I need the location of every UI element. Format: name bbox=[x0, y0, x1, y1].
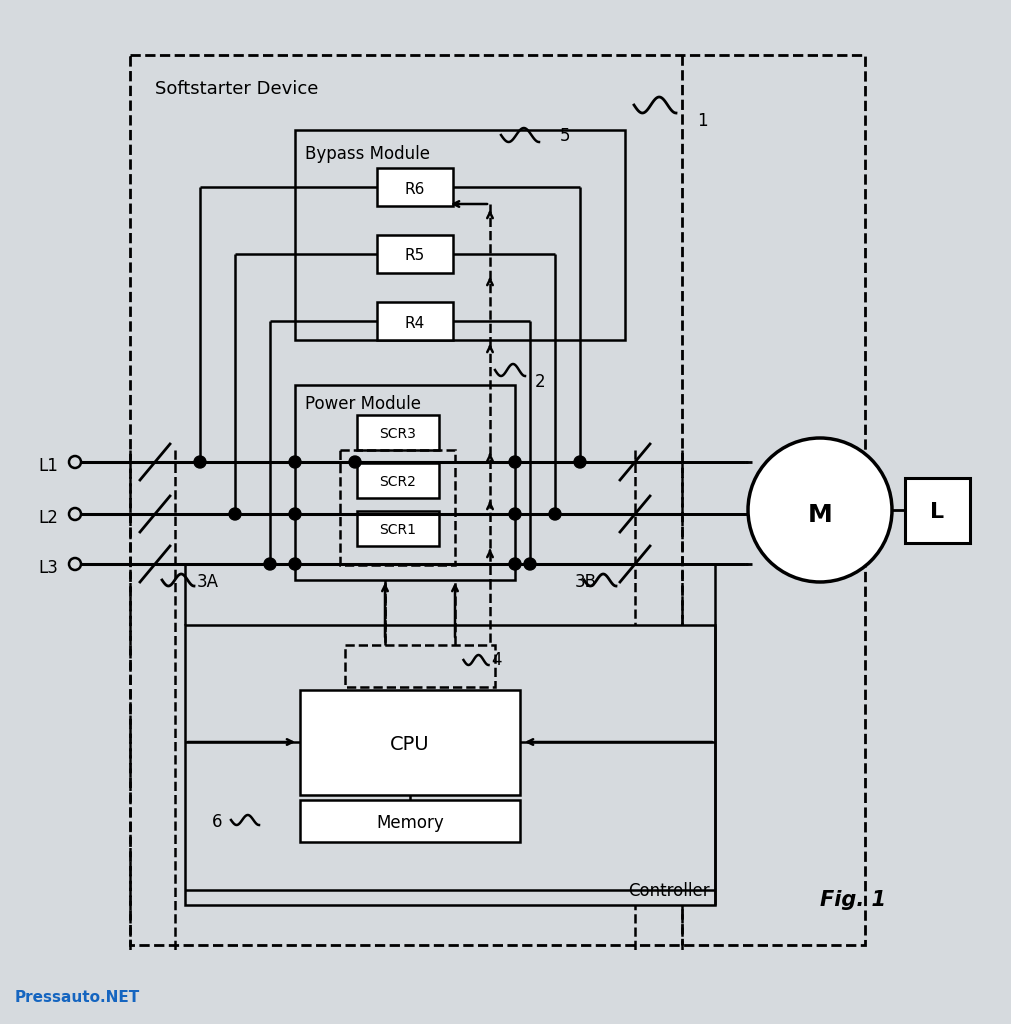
Text: L: L bbox=[929, 503, 943, 522]
Circle shape bbox=[349, 456, 361, 468]
Circle shape bbox=[524, 558, 536, 570]
Bar bbox=[129, 55, 864, 945]
Circle shape bbox=[69, 456, 81, 468]
Text: 5: 5 bbox=[559, 127, 570, 145]
Circle shape bbox=[289, 508, 300, 520]
Bar bbox=[357, 463, 439, 498]
Text: Memory: Memory bbox=[376, 814, 444, 831]
Bar bbox=[357, 415, 439, 450]
Text: SCR3: SCR3 bbox=[379, 427, 416, 441]
Circle shape bbox=[264, 558, 276, 570]
Bar bbox=[295, 130, 625, 340]
Text: 2: 2 bbox=[535, 373, 545, 391]
Text: R4: R4 bbox=[404, 315, 425, 331]
Text: L1: L1 bbox=[38, 457, 58, 475]
Text: L3: L3 bbox=[38, 559, 58, 577]
Text: M: M bbox=[807, 503, 832, 527]
Bar bbox=[345, 645, 494, 687]
Circle shape bbox=[228, 508, 241, 520]
Text: 3A: 3A bbox=[197, 573, 218, 591]
Circle shape bbox=[509, 456, 521, 468]
Bar bbox=[185, 625, 715, 905]
Circle shape bbox=[69, 508, 81, 520]
Text: CPU: CPU bbox=[390, 735, 430, 754]
Circle shape bbox=[69, 558, 81, 570]
Bar bbox=[299, 800, 520, 842]
Text: R6: R6 bbox=[404, 181, 425, 197]
Text: L2: L2 bbox=[38, 509, 58, 527]
Text: 4: 4 bbox=[490, 651, 501, 669]
Text: Softstarter Device: Softstarter Device bbox=[155, 80, 318, 98]
Text: Bypass Module: Bypass Module bbox=[304, 145, 430, 163]
Text: 6: 6 bbox=[211, 813, 221, 831]
Circle shape bbox=[573, 456, 585, 468]
Circle shape bbox=[548, 508, 560, 520]
Text: R5: R5 bbox=[404, 249, 425, 263]
Text: Power Module: Power Module bbox=[304, 395, 421, 413]
Text: 3B: 3B bbox=[574, 573, 596, 591]
Text: Pressauto.NET: Pressauto.NET bbox=[15, 990, 141, 1005]
Circle shape bbox=[289, 558, 300, 570]
Bar bbox=[357, 511, 439, 546]
Text: SCR2: SCR2 bbox=[379, 475, 416, 489]
Text: Fig. 1: Fig. 1 bbox=[819, 890, 885, 910]
Bar bbox=[377, 302, 453, 340]
Circle shape bbox=[747, 438, 891, 582]
Circle shape bbox=[509, 508, 521, 520]
Bar bbox=[377, 234, 453, 273]
Bar bbox=[904, 478, 969, 543]
Text: Controller: Controller bbox=[628, 882, 710, 900]
Bar bbox=[295, 385, 515, 580]
Circle shape bbox=[509, 558, 521, 570]
Bar bbox=[299, 690, 520, 795]
Text: 1: 1 bbox=[697, 112, 707, 130]
Circle shape bbox=[289, 456, 300, 468]
Bar bbox=[340, 450, 455, 565]
Text: SCR1: SCR1 bbox=[379, 523, 417, 538]
Circle shape bbox=[194, 456, 206, 468]
Bar bbox=[377, 168, 453, 206]
